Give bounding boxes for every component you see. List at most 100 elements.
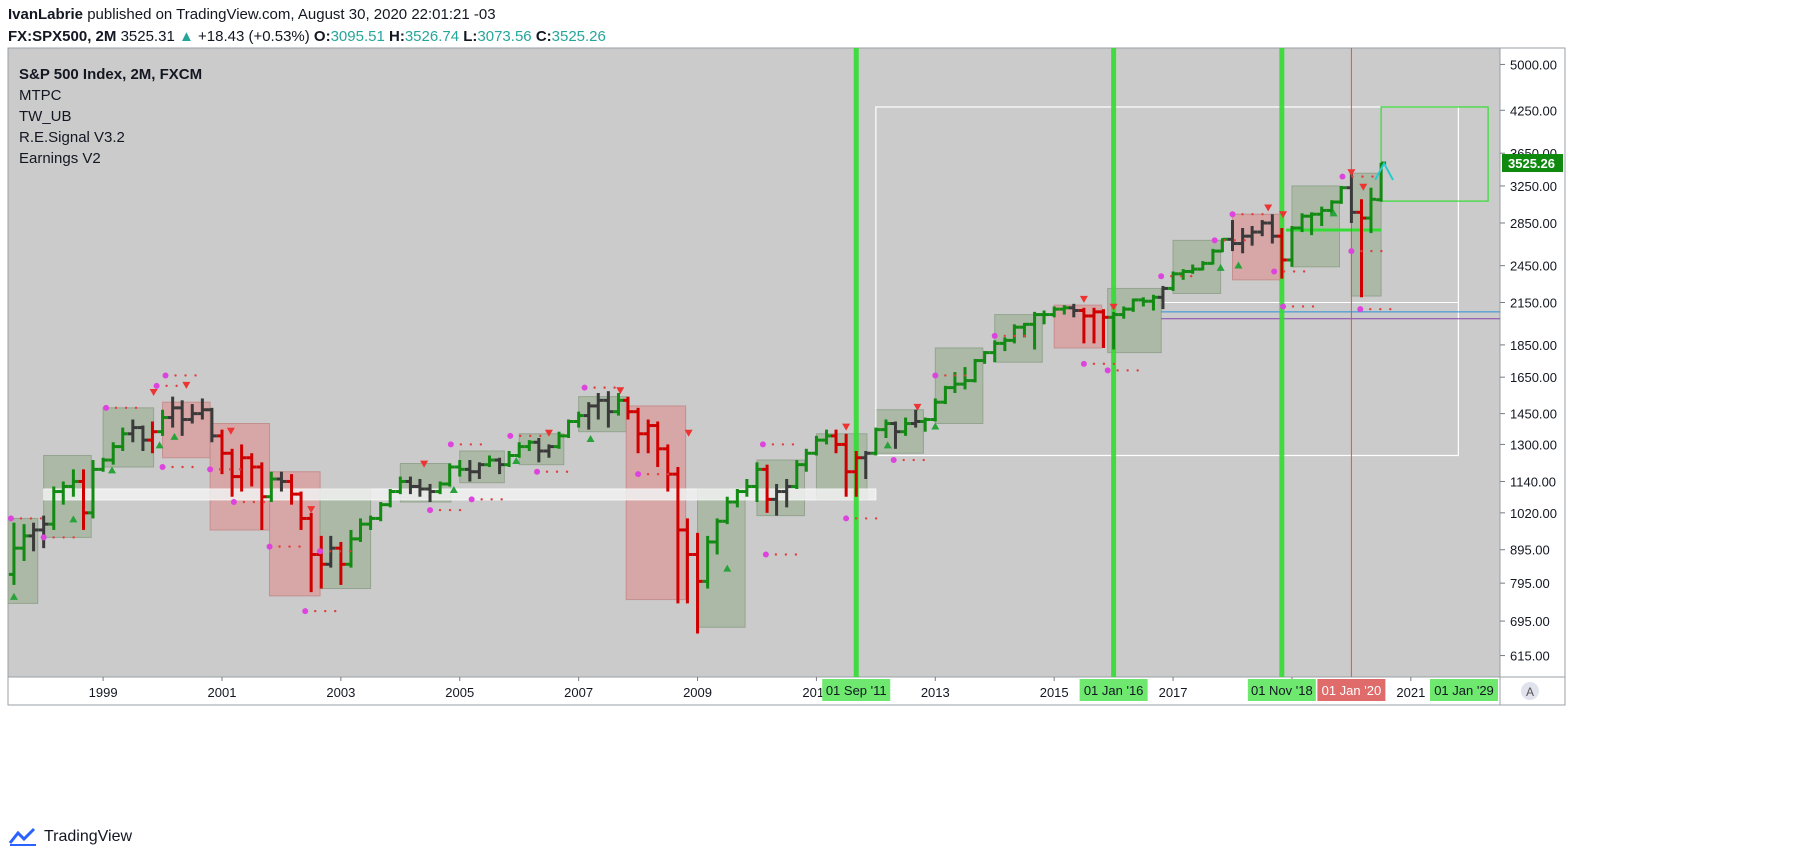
tradingview-logo-icon[interactable] (8, 827, 38, 847)
signal-dot (153, 382, 160, 389)
buy-signal-triangle (9, 592, 18, 600)
signal-trail-dot (338, 550, 342, 553)
signal-dot (317, 548, 324, 555)
signal-trail-dot (114, 406, 118, 410)
author-name[interactable]: IvanLabrie (8, 6, 84, 23)
signal-trail-dot (314, 609, 317, 613)
x-tick-label: 2009 (683, 685, 712, 700)
signal-dot (890, 457, 897, 464)
signal-trail-dot (912, 458, 915, 462)
x-tick-label: 1999 (89, 685, 118, 700)
price-change: +18.43 (+0.53%) (198, 28, 310, 45)
sell-signal-triangle (1079, 295, 1088, 303)
signal-dot (635, 471, 642, 478)
legend-indicator[interactable]: MTPC (19, 87, 62, 104)
signal-dot (507, 432, 514, 439)
last-price: 3525.31 (120, 28, 175, 45)
plot-area (8, 48, 1500, 677)
auto-scale-label[interactable]: A (1526, 685, 1534, 699)
date-marker-badge (1317, 679, 1386, 701)
signal-dot (762, 551, 769, 558)
signal-trail-dot (944, 374, 947, 377)
signal-trail-dot (1023, 334, 1026, 338)
signal-dot (40, 534, 47, 541)
signal-trail-dot (922, 458, 925, 462)
legend-title[interactable]: S&P 500 Index, 2M, FXCM (19, 66, 203, 83)
sell-signal-triangle (684, 429, 693, 437)
signal-trail-dot (1179, 275, 1183, 278)
auto-scale-button[interactable] (1521, 682, 1539, 700)
buy-signal-triangle (1216, 263, 1225, 271)
signal-trail-dot (874, 517, 878, 520)
buy-signal-triangle (931, 422, 940, 430)
signal-trail-dot (218, 468, 222, 471)
signal-trail-dot (666, 472, 670, 476)
footer: TradingView (8, 824, 132, 850)
signal-dot (103, 404, 110, 411)
buy-signal-triangle (1234, 261, 1243, 269)
signal-trail-dot (1126, 369, 1129, 372)
signal-trail-dot (448, 508, 452, 512)
signal-dot (447, 441, 454, 448)
date-marker-label: 01 Sep '11 (826, 683, 887, 698)
signal-trail-dot (438, 508, 442, 512)
date-marker-label: 01 Jan '20 (1322, 683, 1382, 698)
signal-trail-dot (1116, 369, 1119, 372)
low-label: L: (463, 28, 478, 45)
signal-zone-box (319, 488, 372, 590)
x-tick-label: 2017 (1159, 685, 1188, 700)
x-tick-label: 2021 (1396, 685, 1425, 700)
y-tick-label: 695.00 (1510, 614, 1550, 629)
support-band (43, 488, 877, 501)
signal-trail-dot (1351, 175, 1354, 178)
y-tick-label: 4250.00 (1510, 103, 1557, 118)
y-tick-label: 1020.00 (1510, 506, 1557, 521)
signal-trail-dot (479, 443, 483, 446)
close-value: 3525.26 (551, 28, 606, 45)
signal-trail-dot (458, 508, 462, 512)
chart-frame (7, 47, 1566, 706)
y-tick-label: 2450.00 (1510, 259, 1557, 274)
signal-trail-dot (954, 374, 957, 377)
tradingview-brand[interactable]: TradingView (44, 828, 133, 845)
signal-dot (159, 464, 166, 471)
signal-trail-dot (1291, 305, 1295, 308)
x-tick-label: 2007 (564, 685, 593, 700)
signal-dot (1271, 268, 1278, 275)
signal-trail-dot (1243, 239, 1246, 242)
signal-trail-dot (964, 374, 967, 377)
signal-zone-box (518, 433, 565, 466)
sell-signal-triangle (1264, 204, 1273, 212)
legend-indicator[interactable]: R.E.Signal V3.2 (19, 129, 125, 146)
signal-trail-dot (774, 553, 778, 556)
x-tick-label: 2003 (326, 685, 355, 700)
signal-trail-dot (29, 517, 33, 520)
change-up-icon: ▲ (178, 28, 194, 45)
legend-indicator[interactable]: TW_UB (19, 108, 72, 125)
signal-dot (1280, 303, 1287, 310)
signal-trail-dot (262, 500, 266, 504)
signal-dot (991, 332, 998, 339)
signal-dot (1211, 237, 1218, 244)
symbol-label[interactable]: FX:SPX500, 2M (8, 28, 117, 45)
signal-zone-box (459, 450, 505, 484)
signal-trail-dot (252, 500, 256, 504)
y-tick-label: 1140.00 (1510, 474, 1556, 489)
legend-indicator[interactable]: Earnings V2 (19, 150, 101, 167)
signal-trail-dot (646, 472, 650, 476)
signal-trail-dot (1371, 175, 1374, 178)
signal-trail-dot (1251, 213, 1254, 216)
signal-trail-dot (184, 374, 187, 377)
open-value: 3095.51 (330, 28, 385, 45)
signal-trail-dot (771, 443, 775, 446)
signal-dot (7, 515, 14, 522)
y-tick-label: 2850.00 (1510, 216, 1557, 231)
signal-dot (427, 507, 434, 514)
signal-trail-dot (171, 465, 174, 469)
signal-dot (266, 543, 273, 550)
signal-trail-dot (1241, 213, 1244, 216)
signal-trail-dot (194, 374, 197, 377)
signal-dot (302, 608, 309, 615)
signal-trail-dot (603, 386, 606, 389)
